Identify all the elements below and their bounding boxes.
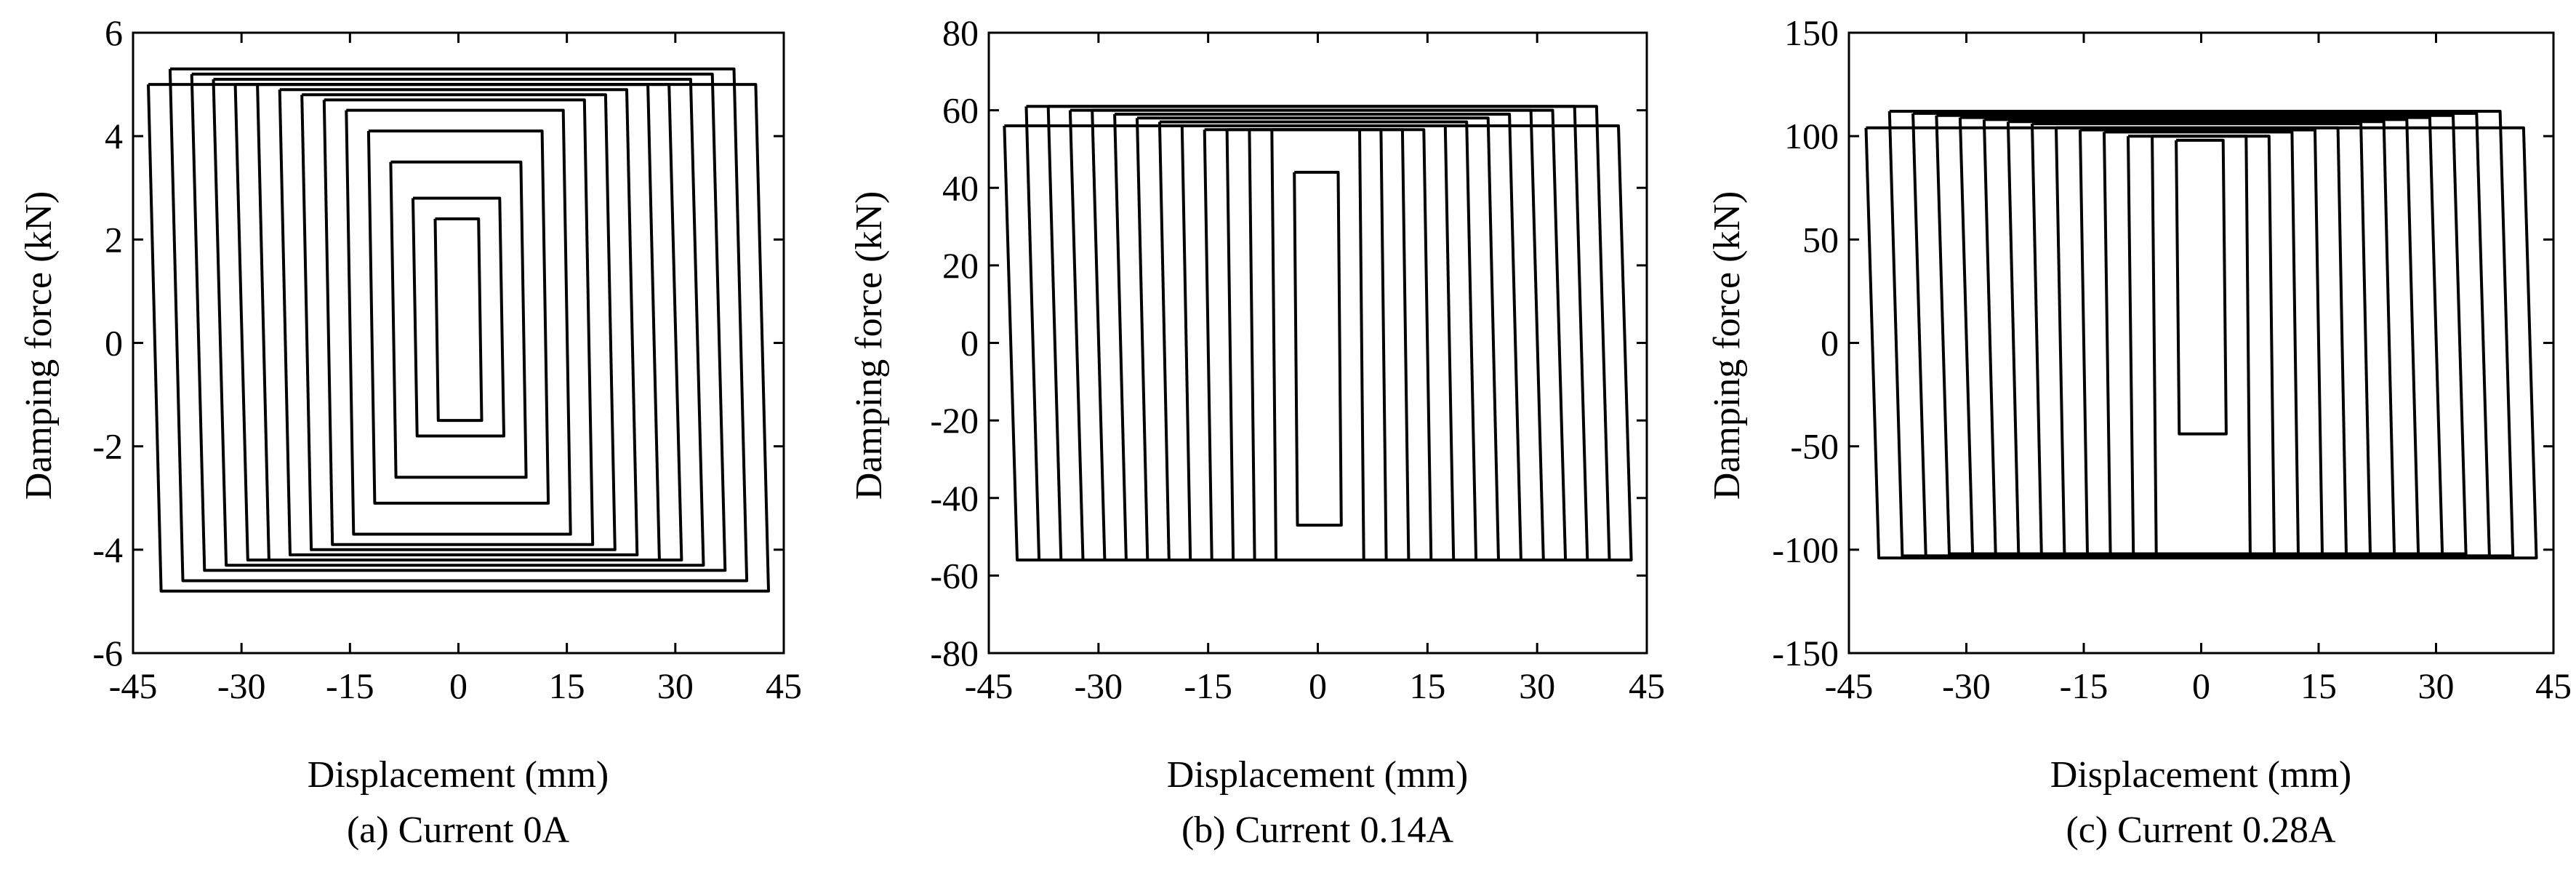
panel-a-x-tick-label: 30 [657, 665, 694, 706]
panel-c-loop-33mm [1935, 113, 2468, 556]
panel-a-loop-39mm [168, 67, 749, 583]
panel-b-loop-33mm [1068, 108, 1568, 561]
panel-b-x-tick-label: -30 [1075, 665, 1123, 706]
panel-a-plot-group: -45 -30 -15 0 15 30 45 -6 -4 -2 0 2 4 6 [92, 12, 802, 706]
panel-c-x-tick-label: 45 [2535, 665, 2572, 706]
panel-a-x-tick-label: -30 [217, 665, 266, 706]
panel-a-ylabel: Damping force (kN) [18, 191, 60, 500]
panel-c-x-tick-label: -15 [2060, 665, 2108, 706]
panel-c-x-tick-label: 15 [2300, 665, 2337, 706]
panel-a-y-tick-label: 4 [105, 116, 123, 156]
panel-b-y-tick-label: -80 [930, 633, 979, 673]
panel-b-xlabel: Displacement (mm) [1167, 754, 1468, 796]
panel-a-y-tick-label: -4 [92, 529, 123, 570]
panel-a-loop-21mm [300, 93, 617, 551]
panel-c-x-tick-label: 30 [2418, 665, 2455, 706]
panel-b-loop-39mm [1024, 105, 1611, 561]
panel-a-y-tick-label: 0 [105, 323, 123, 364]
panel-c-x-tick-label: -30 [1942, 665, 1991, 706]
panel-b-x-tick-label: 30 [1519, 665, 1555, 706]
panel-b-loop-15mm [1203, 128, 1433, 561]
panel-b-loop-6mm [1270, 128, 1365, 561]
panel-b-loop-18mm [1180, 124, 1456, 561]
panel-c-y-tick-label: -150 [1772, 633, 1839, 673]
panel-a-loop-3mm [433, 217, 483, 423]
panel-b-caption: (b) Current 0.14A [1181, 809, 1453, 851]
panel-c-loop-15mm [2079, 128, 2324, 556]
panel-c-loop-36mm [1911, 111, 2491, 558]
panel-b-loop-42mm [1003, 124, 1633, 561]
panel-c-y-tick-label: -100 [1772, 529, 1839, 570]
panel-c-loop-6mm [2151, 135, 2252, 556]
panel-c-plot-frame [1847, 31, 2555, 655]
panel-c-loop-42mm [1864, 126, 2538, 560]
panel-b-y-tick-label: 40 [942, 167, 979, 208]
panel-a-loop-12mm [366, 129, 550, 505]
panel-b-y-tick-label: 0 [960, 323, 979, 364]
panel-a-loop-33mm [212, 78, 705, 567]
panel-c-y-tick-label: 150 [1784, 12, 1839, 53]
panel-c-x-tick-label: 0 [2192, 665, 2210, 706]
panel-a-loop-36mm [190, 72, 727, 572]
panel-b-x-tick-label: 0 [1309, 665, 1327, 706]
panel-a-x-tick-label: -45 [109, 665, 158, 706]
panel-b-loop-3mm [1293, 170, 1343, 527]
panel-b-loop-27mm [1113, 113, 1522, 561]
panel-a: Damping force (kN) -45 -30 -15 0 15 30 45-6-4-… [18, 12, 802, 851]
panel-a-loop-9mm [389, 160, 528, 479]
panel-a-caption: (a) Current 0A [347, 809, 570, 851]
panel-c-y-tick-label: 100 [1784, 116, 1839, 156]
panel-c-loop-27mm [1982, 118, 2420, 556]
panel-b: Damping force (kN) -45 -30 -15 0 15 30 45 -80 -6… [848, 12, 1665, 851]
panel-c: Damping force (kN) -45 -30 -15 0 15 30 45-150-… [1706, 12, 2572, 851]
panel-b-x-tick-label: -15 [1184, 665, 1232, 706]
panel-a-y-tick-label: -2 [92, 426, 123, 467]
panel-a-y-tick-label: -6 [92, 633, 123, 673]
panel-c-xlabel: Displacement (mm) [2050, 754, 2351, 796]
panel-c-loop-39mm [1887, 110, 2515, 558]
panel-b-loop-9mm [1248, 128, 1388, 561]
panel-c-caption: (c) Current 0.28A [2066, 809, 2336, 851]
panel-b-ylabel: Damping force (kN) [848, 191, 890, 500]
panel-a-y-tick-label: 6 [105, 12, 123, 53]
panel-c-y-tick-label: 50 [1802, 219, 1839, 260]
panel-c-loop-9mm [2127, 135, 2276, 556]
panel-a-x-tick-label: 45 [766, 665, 802, 706]
panel-b-y-tick-label: -40 [930, 478, 979, 519]
panel-a-loop-42mm [147, 83, 770, 593]
panel-c-y-tick-label: -50 [1790, 426, 1839, 467]
panel-a-loop-27mm [256, 83, 661, 561]
panel-b-loop-36mm [1046, 105, 1589, 561]
panel-a-loop-18mm [322, 98, 595, 546]
panel-b-x-tick-label: 15 [1409, 665, 1445, 706]
panel-a-y-tick-label: 2 [105, 219, 123, 260]
panel-b-x-tick-label: 45 [1629, 665, 1665, 706]
panel-b-loop-24mm [1136, 116, 1500, 561]
panel-a-x-tick-label: -15 [326, 665, 374, 706]
panel-a-x-tick-label: 15 [549, 665, 585, 706]
panel-c-loop-24mm [2006, 120, 2396, 556]
panel-b-y-tick-label: 80 [942, 12, 979, 53]
panel-b-y-tick-label: 20 [942, 245, 979, 286]
panel-c-loop-18mm [2055, 126, 2348, 556]
panel-c-y-tick-label: 0 [1821, 323, 1839, 364]
panel-a-loop-15mm [345, 108, 572, 536]
panel-b-y-tick-label: -20 [930, 400, 979, 441]
panel-a-loop-6mm [412, 196, 505, 438]
panel-b-y-tick-label: 60 [942, 90, 979, 131]
panel-b-x-tick-label: -45 [965, 665, 1014, 706]
panel-b-y-tick-label: -60 [930, 555, 979, 596]
panel-c-loop-3mm [2175, 138, 2228, 436]
panel-c-ylabel: Damping force (kN) [1706, 191, 1748, 500]
panel-a-x-tick-label: 0 [449, 665, 468, 706]
panel-a-xlabel: Displacement (mm) [308, 754, 609, 796]
panel-c-x-tick-label: -45 [1825, 665, 1874, 706]
panel-a-loop-24mm [278, 88, 639, 556]
panel-b-plot-group: -45 -30 -15 0 15 30 45 -80 -60 -40 -20 0 20 40 60 80 [930, 12, 1665, 706]
